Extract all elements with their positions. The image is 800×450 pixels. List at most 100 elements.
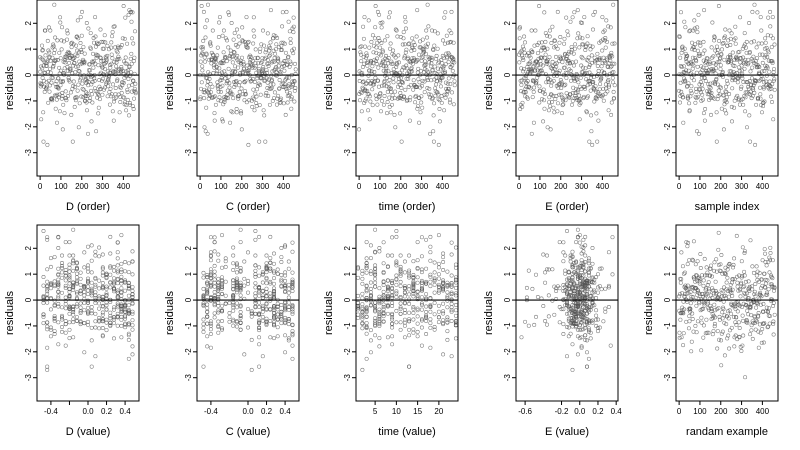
data-point bbox=[276, 63, 281, 68]
data-point bbox=[99, 70, 104, 75]
data-point bbox=[570, 249, 575, 254]
data-point bbox=[753, 327, 758, 332]
data-point bbox=[407, 41, 412, 46]
data-point bbox=[561, 102, 566, 107]
data-point bbox=[374, 45, 379, 50]
data-point bbox=[441, 287, 446, 292]
data-point bbox=[224, 81, 229, 86]
data-point bbox=[112, 305, 116, 310]
y-tick-label: 1 bbox=[24, 271, 33, 276]
data-point bbox=[287, 29, 292, 34]
data-point bbox=[564, 15, 569, 20]
data-point bbox=[603, 286, 608, 291]
data-point bbox=[241, 92, 246, 97]
data-point bbox=[368, 338, 373, 343]
data-point bbox=[238, 327, 243, 332]
data-point bbox=[279, 317, 284, 322]
data-point bbox=[216, 288, 221, 293]
data-point bbox=[394, 28, 399, 33]
data-point bbox=[711, 288, 716, 293]
data-point bbox=[212, 269, 217, 274]
data-point bbox=[701, 39, 706, 44]
x-axis-label: E (value) bbox=[545, 426, 589, 438]
data-point bbox=[533, 68, 538, 73]
y-axis-label: residuals bbox=[483, 290, 495, 335]
data-point bbox=[568, 256, 573, 261]
data-point bbox=[732, 98, 737, 103]
data-point bbox=[421, 48, 426, 53]
data-point bbox=[292, 88, 297, 93]
data-point bbox=[753, 294, 758, 299]
data-point bbox=[243, 92, 248, 97]
data-point bbox=[735, 280, 740, 285]
data-point bbox=[561, 250, 566, 255]
data-point bbox=[367, 94, 372, 99]
data-point bbox=[51, 64, 56, 68]
data-point bbox=[286, 317, 291, 322]
data-point bbox=[393, 89, 398, 94]
plot-frame bbox=[675, 0, 779, 177]
data-point bbox=[577, 273, 582, 278]
data-point bbox=[368, 303, 373, 307]
data-point bbox=[411, 40, 416, 45]
x-tick-label: 0.2 bbox=[592, 407, 604, 416]
data-point bbox=[770, 276, 775, 281]
data-point bbox=[371, 50, 376, 55]
data-point bbox=[594, 323, 599, 328]
data-point bbox=[689, 294, 694, 299]
plot-frame bbox=[36, 0, 140, 177]
data-point bbox=[361, 24, 366, 29]
data-point bbox=[523, 319, 528, 324]
data-point bbox=[420, 37, 425, 42]
data-point bbox=[61, 79, 65, 83]
data-point bbox=[264, 76, 269, 81]
data-point bbox=[373, 266, 378, 271]
data-point bbox=[436, 233, 441, 238]
data-point bbox=[420, 83, 424, 88]
data-point bbox=[364, 60, 369, 65]
data-point bbox=[360, 291, 365, 296]
y-tick-label: -3 bbox=[503, 374, 512, 382]
data-point bbox=[723, 265, 728, 270]
data-point bbox=[276, 56, 281, 61]
data-point bbox=[771, 332, 776, 337]
data-point bbox=[123, 313, 128, 318]
data-point bbox=[586, 278, 591, 283]
data-point bbox=[385, 264, 390, 269]
x-tick-label: 0.4 bbox=[611, 407, 623, 416]
data-point bbox=[427, 56, 432, 61]
data-point bbox=[289, 95, 294, 100]
data-point bbox=[411, 275, 416, 279]
data-point bbox=[358, 45, 363, 50]
data-point bbox=[687, 319, 692, 324]
data-point bbox=[610, 41, 615, 46]
data-point bbox=[689, 59, 694, 64]
data-point bbox=[575, 36, 580, 41]
data-point bbox=[586, 328, 591, 333]
data-point bbox=[63, 270, 68, 275]
data-point bbox=[206, 87, 211, 92]
data-point bbox=[612, 83, 617, 88]
data-point bbox=[131, 107, 136, 111]
data-point bbox=[610, 272, 615, 277]
data-point bbox=[260, 288, 265, 293]
data-point bbox=[583, 305, 588, 310]
x-tick-label: 0.2 bbox=[101, 407, 113, 416]
data-point bbox=[272, 308, 276, 313]
data-point bbox=[576, 80, 581, 85]
data-point bbox=[80, 9, 84, 14]
data-point bbox=[377, 307, 382, 312]
data-point bbox=[682, 307, 687, 312]
data-point bbox=[52, 255, 57, 260]
data-point bbox=[683, 270, 687, 275]
data-point bbox=[761, 321, 766, 326]
data-point bbox=[431, 139, 436, 144]
data-point bbox=[575, 268, 580, 273]
data-point bbox=[726, 38, 731, 43]
data-point bbox=[283, 84, 288, 89]
data-point bbox=[212, 293, 217, 298]
data-point bbox=[609, 100, 614, 105]
data-point bbox=[215, 69, 219, 74]
data-point bbox=[100, 317, 105, 322]
data-point bbox=[98, 56, 103, 61]
